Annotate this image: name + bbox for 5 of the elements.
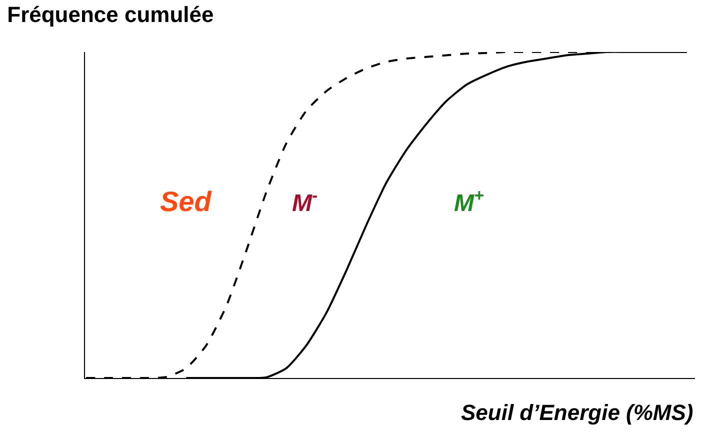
annotation: M$^{-}$ — [292, 186, 318, 218]
annotation: Sed — [160, 186, 212, 217]
annotation: M$^{+}$ — [454, 186, 484, 218]
chart-title: Fréquence cumulée — [7, 2, 214, 27]
x-axis-title: Seuil d’Energie (%MS) — [461, 400, 694, 425]
